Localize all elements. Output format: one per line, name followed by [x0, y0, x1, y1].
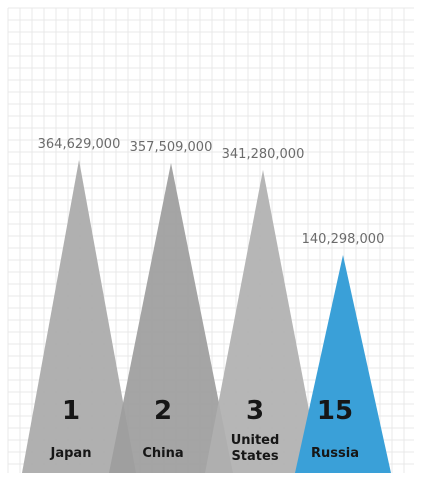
- category-label: Russia: [311, 446, 359, 461]
- triangle-china: [109, 163, 233, 473]
- rank-label: 15: [317, 396, 353, 426]
- rank-label: 2: [154, 396, 172, 426]
- value-label: 357,509,000: [130, 140, 213, 155]
- value-label: 364,629,000: [38, 137, 121, 152]
- value-label: 140,298,000: [302, 232, 385, 247]
- value-label: 341,280,000: [222, 147, 305, 162]
- category-label: China: [142, 446, 183, 461]
- chart-labels: 364,629,000 1 Japan 357,509,000 2 China 341,28…: [38, 137, 385, 464]
- triangle-marks: [22, 160, 391, 473]
- rank-label: 1: [62, 396, 80, 426]
- category-label: United States: [231, 433, 280, 464]
- category-label: Japan: [50, 446, 92, 461]
- triangle-japan: [22, 160, 136, 473]
- triangle-russia: [295, 255, 391, 473]
- rank-label: 3: [246, 396, 264, 426]
- triangle-united-states: [205, 169, 321, 473]
